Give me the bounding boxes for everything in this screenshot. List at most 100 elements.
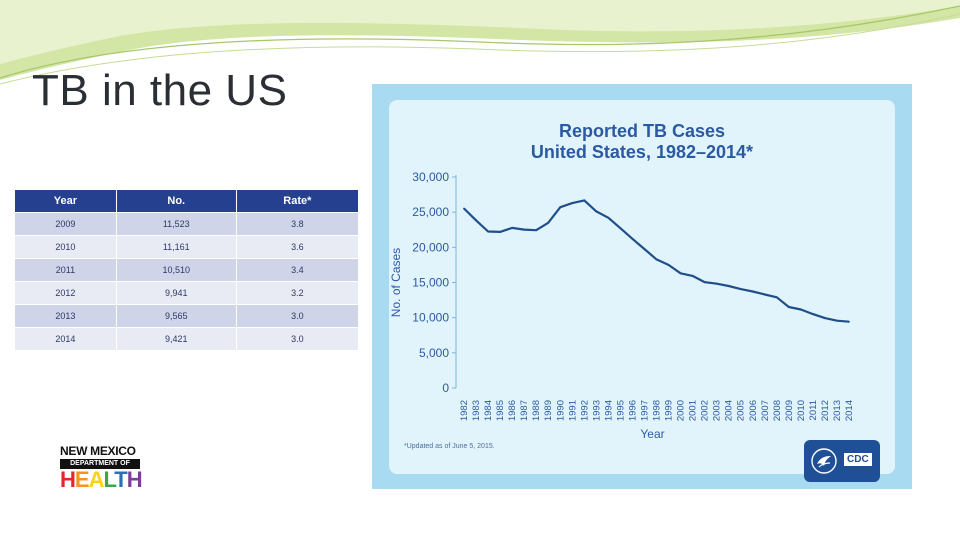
table-cell-rate: 3.4 bbox=[235, 258, 360, 282]
data-point bbox=[812, 313, 814, 315]
data-point bbox=[607, 216, 610, 219]
x-tick-label: 2001 bbox=[688, 400, 699, 421]
data-point bbox=[667, 264, 670, 266]
table-row: 2014 9,421 3.0 bbox=[14, 327, 360, 351]
x-tick-label: 1991 bbox=[567, 400, 578, 421]
data-point bbox=[643, 248, 646, 250]
data-point bbox=[655, 258, 658, 261]
table-cell-year: 2011 bbox=[14, 258, 117, 282]
y-tick-label: 10,000 bbox=[412, 311, 449, 325]
y-tick-label: 15,000 bbox=[412, 276, 449, 290]
chart-inner-panel bbox=[389, 100, 895, 474]
table-cell-rate: 3.0 bbox=[235, 327, 360, 351]
logo-health-letter: T bbox=[114, 467, 127, 492]
table-row: 2012 9,941 3.2 bbox=[14, 281, 360, 305]
x-tick-label: 1986 bbox=[507, 400, 518, 421]
table-header-year: Year bbox=[14, 189, 117, 213]
chart-title: Reported TB Cases bbox=[558, 121, 726, 141]
x-tick-label: 2009 bbox=[784, 400, 795, 421]
cdc-logo: CDC bbox=[804, 440, 880, 482]
data-point bbox=[703, 281, 706, 284]
logo-health-letter: H bbox=[126, 467, 143, 492]
y-axis-title: No. of Cases bbox=[389, 248, 403, 317]
table-header-row: Year No. Rate* bbox=[14, 189, 360, 213]
x-tick-label: 1998 bbox=[652, 400, 663, 421]
table-cell-year: 2014 bbox=[14, 327, 117, 351]
data-point bbox=[751, 290, 754, 293]
chart-subtitle: United States, 1982–2014* bbox=[530, 142, 754, 162]
table-row: 2013 9,565 3.0 bbox=[14, 304, 360, 328]
logo-health-letter: L bbox=[103, 467, 115, 492]
x-tick-label: 2006 bbox=[748, 400, 759, 421]
x-tick-label: 1994 bbox=[603, 400, 614, 421]
x-tick-label: 1995 bbox=[615, 400, 626, 421]
x-tick-label: 2002 bbox=[700, 400, 711, 421]
x-tick-label: 2003 bbox=[712, 400, 723, 421]
table-row: 2010 11,161 3.6 bbox=[14, 235, 360, 259]
y-tick-label: 20,000 bbox=[412, 240, 449, 254]
table-cell-rate: 3.6 bbox=[235, 235, 360, 259]
table-cell-rate: 3.2 bbox=[235, 281, 360, 305]
logo-line-health: HEALTH bbox=[60, 467, 143, 492]
x-axis-title: Year bbox=[640, 427, 664, 441]
y-tick-label: 30,000 bbox=[412, 170, 449, 184]
header-swoosh-decoration bbox=[0, 0, 960, 85]
table-cell-rate: 3.8 bbox=[235, 212, 360, 236]
data-point bbox=[619, 227, 622, 230]
data-point bbox=[848, 320, 850, 323]
data-point bbox=[763, 293, 766, 296]
x-tick-label: 1985 bbox=[495, 400, 506, 421]
data-point bbox=[836, 319, 838, 322]
logo-line-new-mexico: NEW MEXICO bbox=[60, 444, 136, 458]
x-tick-label: 2013 bbox=[832, 400, 843, 421]
table-header-rate: Rate* bbox=[235, 189, 360, 213]
x-tick-label: 1996 bbox=[627, 400, 638, 421]
tb-cases-table: Year No. Rate* 2009 11,523 3.8 2010 11,1… bbox=[14, 189, 360, 351]
hhs-eagle-icon bbox=[811, 448, 837, 474]
x-tick-label: 1989 bbox=[543, 400, 554, 421]
x-tick-label: 1993 bbox=[591, 400, 602, 421]
data-point bbox=[499, 230, 501, 233]
logo-health-letter: H bbox=[60, 467, 76, 492]
table-cell-number: 11,161 bbox=[115, 235, 237, 259]
y-tick-label: 25,000 bbox=[412, 205, 449, 219]
nm-health-logo: NEW MEXICO DEPARTMENT OF HEALTH bbox=[60, 444, 143, 492]
data-point bbox=[583, 199, 586, 202]
data-point bbox=[739, 288, 742, 290]
table-cell-year: 2009 bbox=[14, 212, 117, 236]
data-point bbox=[691, 274, 694, 277]
x-tick-label: 2010 bbox=[796, 400, 807, 421]
x-tick-label: 2012 bbox=[820, 400, 831, 421]
data-point bbox=[511, 226, 514, 229]
data-point bbox=[679, 272, 682, 275]
cdc-label: CDC bbox=[844, 453, 872, 466]
data-point bbox=[715, 282, 718, 285]
table-row: 2009 11,523 3.8 bbox=[14, 212, 360, 236]
data-point bbox=[595, 210, 598, 213]
table-cell-number: 9,565 bbox=[115, 304, 237, 328]
table-cell-number: 9,941 bbox=[115, 281, 237, 305]
data-point bbox=[523, 228, 526, 231]
x-tick-label: 1990 bbox=[555, 400, 566, 421]
y-tick-label: 0 bbox=[442, 381, 449, 395]
x-tick-label: 1997 bbox=[639, 400, 650, 421]
data-point bbox=[463, 207, 465, 210]
x-tick-label: 2007 bbox=[760, 400, 771, 421]
table-cell-number: 10,510 bbox=[115, 258, 237, 282]
table-cell-number: 11,523 bbox=[115, 212, 237, 236]
x-tick-label: 2008 bbox=[772, 400, 783, 421]
x-tick-label: 1984 bbox=[483, 400, 494, 421]
x-tick-label: 1987 bbox=[519, 400, 530, 421]
y-tick-label: 5,000 bbox=[419, 346, 449, 360]
table-cell-year: 2010 bbox=[14, 235, 117, 259]
x-tick-label: 1982 bbox=[459, 400, 470, 421]
data-point bbox=[727, 285, 730, 287]
tb-cases-series-line bbox=[463, 199, 850, 323]
x-tick-label: 2004 bbox=[724, 400, 735, 421]
data-point bbox=[487, 230, 489, 233]
data-point bbox=[571, 202, 574, 205]
table-header-number: No. bbox=[115, 189, 237, 213]
data-point bbox=[547, 221, 550, 224]
data-point bbox=[535, 229, 538, 232]
chart-panel: Reported TB Cases United States, 1982–20… bbox=[372, 84, 912, 489]
